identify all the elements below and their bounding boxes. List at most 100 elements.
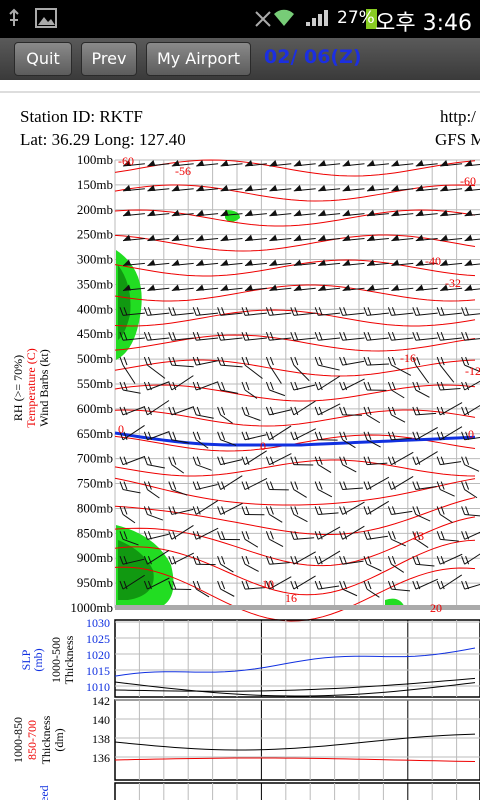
wind-barb [439,364,455,383]
temperature-contour [114,159,476,177]
barb-pennant [171,184,180,191]
barb-pennant [269,284,278,291]
thickness-label: 850-700 [25,720,39,760]
barb-pennant [220,184,229,191]
barb-pennant [367,209,375,216]
barb-feather [314,431,323,440]
wind-barb [269,538,284,548]
barb-feather [339,531,348,540]
barb-pennant [147,184,156,191]
barb-pennant [440,160,449,166]
barb-feather [363,506,372,515]
level-label: 650mb [77,426,113,441]
prev-button[interactable]: Prev [81,42,137,76]
barb-feather [387,481,396,490]
temperature-contour [114,234,476,252]
wind-barb [147,513,164,521]
barb-pennant [196,234,205,241]
barb-pennant [440,234,449,241]
level-label: 500mb [77,351,113,366]
barb-feather [217,356,226,366]
wind-barb [342,588,358,597]
barb-pennant [196,184,205,191]
slp-tick: 1025 [86,632,110,646]
quit-button[interactable]: Quit [14,42,72,76]
barb-feather [119,556,128,565]
barb-pennant [196,259,205,266]
axis-label: Temperature (C) [24,348,38,427]
temperature-contour [114,459,476,477]
barb-feather [143,456,152,465]
contour-label: 0 [468,427,474,441]
barb-pennant [318,160,327,166]
barb-feather [241,580,250,590]
wind-barb [147,364,166,379]
wind-barb [293,489,307,498]
wind-barb [464,313,480,316]
barb-feather [339,456,348,465]
wind-barb [464,405,480,416]
slp-label: SLP [19,649,33,670]
contour-label: 13 [412,529,424,543]
thickness-tick: 136 [92,751,110,765]
barb-pennant [147,284,156,291]
barb-pennant [293,184,302,191]
level-label: 200mb [77,202,113,217]
barb-feather [241,431,250,440]
barb-feather [168,481,177,490]
toolbar: Quit Prev My Airport 02/ 06(Z) [0,38,480,80]
barb-feather [217,556,226,565]
barb-pennant [440,209,449,216]
wind-barb [464,364,480,373]
barb-feather [290,556,299,565]
barb-feather [436,356,445,366]
barb-feather [412,307,421,316]
barb-pennant [220,209,229,216]
wind-barb [171,489,188,496]
barb-pennant [367,284,375,291]
barb-feather [314,580,323,590]
barb-feather [387,580,396,590]
my-airport-button[interactable]: My Airport [146,42,251,76]
barb-feather [461,506,470,515]
barb-feather [412,381,421,391]
barb-feather [265,531,274,540]
level-label: 950mb [77,575,113,590]
barb-pennant [245,209,253,216]
barb-pennant [269,234,278,241]
barb-pennant [415,209,424,216]
barb-pennant [123,259,131,266]
wind-barb [122,364,136,384]
level-label: 700mb [77,451,113,466]
wind-barb [244,563,259,572]
barb-pennant [391,160,400,166]
barb-feather [143,481,152,490]
contour-label: 10 [262,577,274,591]
level-label: 100mb [77,152,113,167]
contour-label: 20 [430,601,442,615]
wind-barb [195,439,209,449]
wind-barb [391,563,405,573]
barb-pennant [123,160,131,166]
barb-feather [387,332,396,341]
barb-pennant [342,259,351,266]
battery-level: 27% [337,8,375,28]
barb-pennant [391,184,400,191]
level-label: 750mb [77,476,113,491]
barb-feather [339,506,348,515]
barb-pennant [464,234,473,241]
barb-feather [119,406,128,416]
wind-barb [464,553,480,565]
barb-feather [412,356,421,366]
barb-feather [436,580,445,590]
barb-feather [339,556,348,565]
barb-feather [192,332,201,341]
barb-feather [290,531,299,540]
contour-label: -12 [465,364,480,378]
wind-barb [293,364,310,382]
barb-feather [119,431,128,440]
barb-feather [290,506,299,515]
thickness-line [114,677,476,692]
barb-pennant [293,284,302,291]
barb-feather [436,431,445,440]
